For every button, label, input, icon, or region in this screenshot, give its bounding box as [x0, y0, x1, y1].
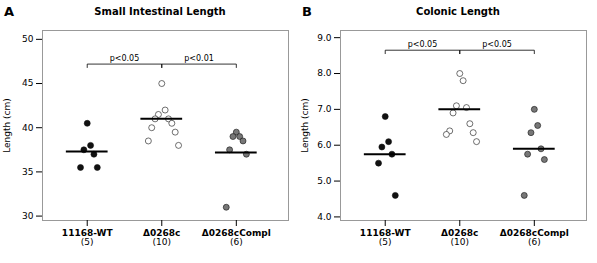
svg-text:(5): (5) [379, 237, 392, 247]
svg-text:30: 30 [22, 211, 34, 221]
svg-text:40: 40 [22, 123, 34, 133]
svg-text:11168-WT: 11168-WT [61, 227, 113, 238]
svg-text:7.0: 7.0 [317, 104, 332, 114]
svg-text:Δ0268c: Δ0268c [441, 227, 479, 238]
svg-text:11168-WT: 11168-WT [359, 227, 411, 238]
svg-text:35: 35 [22, 167, 33, 177]
svg-text:(6): (6) [230, 237, 243, 247]
svg-text:6.0: 6.0 [317, 140, 332, 150]
svg-text:(10): (10) [451, 237, 469, 247]
svg-text:4.0: 4.0 [317, 212, 332, 222]
svg-text:50: 50 [22, 34, 34, 44]
html-text:Small Intestinal Length: Small Intestinal Length [94, 5, 226, 17]
html-text:B: B [302, 3, 312, 19]
svg-text:p<0.05: p<0.05 [110, 54, 140, 63]
svg-text:(6): (6) [528, 237, 541, 247]
html-text:A: A [4, 3, 15, 19]
html-text:Colonic Length: Colonic Length [416, 5, 500, 17]
svg-text:45: 45 [22, 78, 33, 88]
svg-text:Length (cm): Length (cm) [300, 98, 310, 153]
svg-text:(5): (5) [81, 237, 94, 247]
svg-text:5.0: 5.0 [317, 176, 332, 186]
svg-text:p<0.01: p<0.01 [184, 54, 214, 63]
svg-text:Δ0268cCompl: Δ0268cCompl [499, 227, 569, 238]
svg-text:(10): (10) [153, 237, 171, 247]
svg-text:Δ0268c: Δ0268c [143, 227, 181, 238]
svg-text:Δ0268cCompl: Δ0268cCompl [201, 227, 271, 238]
svg-text:p<0.05: p<0.05 [482, 40, 512, 49]
svg-text:8.0: 8.0 [317, 68, 332, 78]
svg-text:9.0: 9.0 [317, 33, 332, 43]
svg-text:Length (cm): Length (cm) [2, 98, 12, 153]
svg-text:p<0.05: p<0.05 [408, 40, 438, 49]
